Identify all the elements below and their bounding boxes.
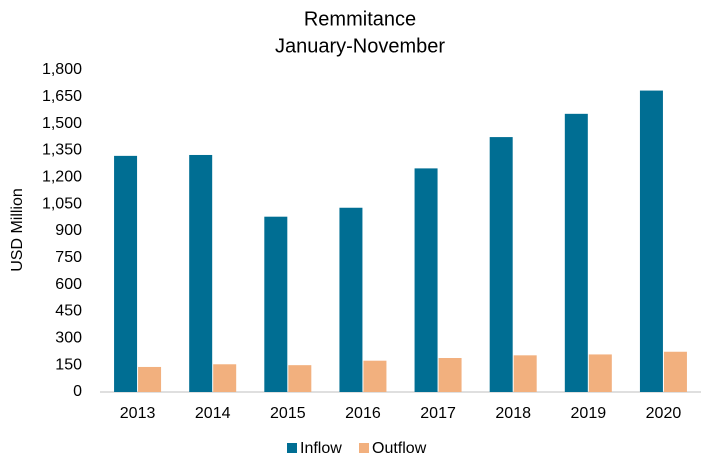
x-tick-label: 2015 <box>270 405 306 422</box>
x-tick-label: 2018 <box>495 405 531 422</box>
bar <box>639 90 663 393</box>
x-tick-label: 2016 <box>345 405 381 422</box>
y-tick-label: 1,650 <box>42 88 82 105</box>
x-tick-label: 2013 <box>120 405 156 422</box>
y-tick-label: 750 <box>55 249 82 266</box>
y-tick-label: 450 <box>55 303 82 320</box>
y-tick-label: 300 <box>55 330 82 347</box>
bar <box>513 355 537 392</box>
bar <box>588 354 612 392</box>
chart-subtitle: January-November <box>275 35 445 57</box>
y-tick-label: 1,500 <box>42 115 82 132</box>
bar <box>489 137 513 392</box>
bar <box>438 358 462 392</box>
bar <box>288 365 312 392</box>
bar <box>363 360 387 392</box>
y-tick-label: 0 <box>73 383 82 400</box>
y-tick-label: 600 <box>55 276 82 293</box>
legend-swatch <box>359 443 369 453</box>
bar <box>339 207 363 392</box>
legend-label: Inflow <box>300 440 342 457</box>
y-tick-label: 900 <box>55 222 82 239</box>
y-tick-label: 1,800 <box>42 61 82 78</box>
y-tick-label: 1,200 <box>42 169 82 186</box>
x-tick-label: 2019 <box>571 405 607 422</box>
bar <box>264 216 288 392</box>
y-tick-label: 1,050 <box>42 195 82 212</box>
chart-title: Remmitance <box>304 8 416 30</box>
bar <box>189 154 213 392</box>
legend-label: Outflow <box>372 440 427 457</box>
x-tick-label: 2014 <box>195 405 231 422</box>
bar <box>138 366 162 392</box>
bar <box>414 168 438 392</box>
y-axis-label: USD Million <box>9 188 26 272</box>
bar <box>114 155 138 392</box>
y-tick-label: 1,350 <box>42 142 82 159</box>
x-tick-label: 2017 <box>420 405 456 422</box>
bar <box>663 351 687 392</box>
y-tick-label: 150 <box>55 356 82 373</box>
legend-swatch <box>287 443 297 453</box>
x-tick-label: 2020 <box>646 405 682 422</box>
bar <box>564 113 588 393</box>
bar <box>213 364 237 392</box>
